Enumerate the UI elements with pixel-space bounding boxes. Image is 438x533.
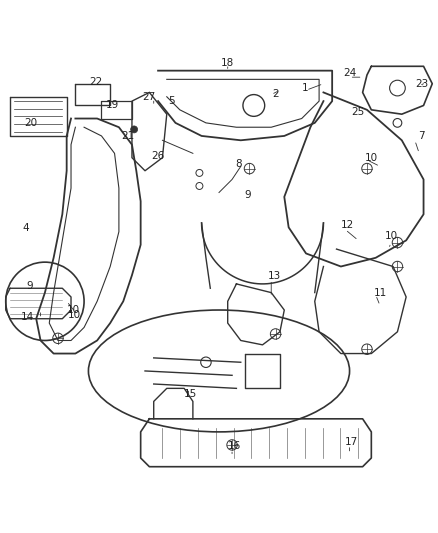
Text: 26: 26 [152,150,165,160]
Text: 5: 5 [168,96,174,106]
Text: 20: 20 [25,118,38,128]
Text: 27: 27 [143,92,156,102]
Circle shape [131,126,138,133]
Text: 24: 24 [343,68,356,78]
Text: 2: 2 [272,89,279,99]
Text: 15: 15 [184,389,198,399]
Text: 8: 8 [235,159,242,169]
Text: 18: 18 [221,58,234,68]
Text: 9: 9 [26,281,33,291]
Text: 7: 7 [418,131,425,141]
Text: 11: 11 [374,288,387,297]
Text: 10: 10 [365,152,378,163]
Text: 25: 25 [352,107,365,117]
Text: 21: 21 [121,131,134,141]
Text: 4: 4 [22,223,28,233]
Text: 9: 9 [244,190,251,200]
Text: 13: 13 [268,271,281,281]
Text: 1: 1 [302,83,308,93]
Text: 12: 12 [341,220,354,230]
Text: 10: 10 [67,305,80,315]
Text: 10: 10 [385,231,397,241]
Text: 16: 16 [228,441,241,451]
Text: 17: 17 [345,437,358,447]
Text: 19: 19 [106,100,119,110]
Text: 10: 10 [68,310,81,320]
Text: 22: 22 [90,77,103,86]
Text: 23: 23 [415,79,428,88]
Text: 14: 14 [21,312,34,321]
